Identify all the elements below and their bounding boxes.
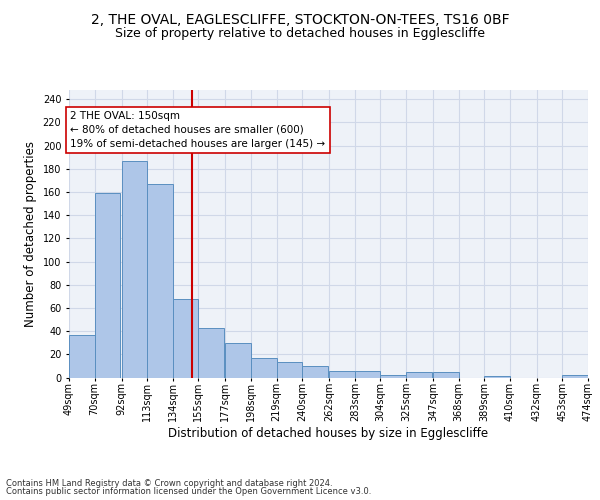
Bar — [355, 370, 380, 378]
Bar — [173, 298, 199, 378]
Text: 2, THE OVAL, EAGLESCLIFFE, STOCKTON-ON-TEES, TS16 0BF: 2, THE OVAL, EAGLESCLIFFE, STOCKTON-ON-T… — [91, 12, 509, 26]
Bar — [95, 193, 120, 378]
Y-axis label: Number of detached properties: Number of detached properties — [24, 141, 37, 327]
Text: Size of property relative to detached houses in Egglescliffe: Size of property relative to detached ho… — [115, 28, 485, 40]
Text: 2 THE OVAL: 150sqm
← 80% of detached houses are smaller (600)
19% of semi-detach: 2 THE OVAL: 150sqm ← 80% of detached hou… — [70, 111, 325, 149]
Bar — [484, 376, 510, 378]
Bar — [122, 160, 147, 378]
Bar — [329, 370, 355, 378]
X-axis label: Distribution of detached houses by size in Egglescliffe: Distribution of detached houses by size … — [169, 426, 488, 440]
Text: Contains HM Land Registry data © Crown copyright and database right 2024.: Contains HM Land Registry data © Crown c… — [6, 478, 332, 488]
Bar — [147, 184, 173, 378]
Bar — [277, 362, 302, 378]
Bar — [69, 334, 95, 378]
Bar — [433, 372, 458, 378]
Bar — [199, 328, 224, 378]
Bar — [251, 358, 277, 378]
Bar — [380, 375, 406, 378]
Bar — [406, 372, 431, 378]
Bar — [562, 375, 588, 378]
Bar — [302, 366, 328, 378]
Text: Contains public sector information licensed under the Open Government Licence v3: Contains public sector information licen… — [6, 487, 371, 496]
Bar — [226, 342, 251, 378]
